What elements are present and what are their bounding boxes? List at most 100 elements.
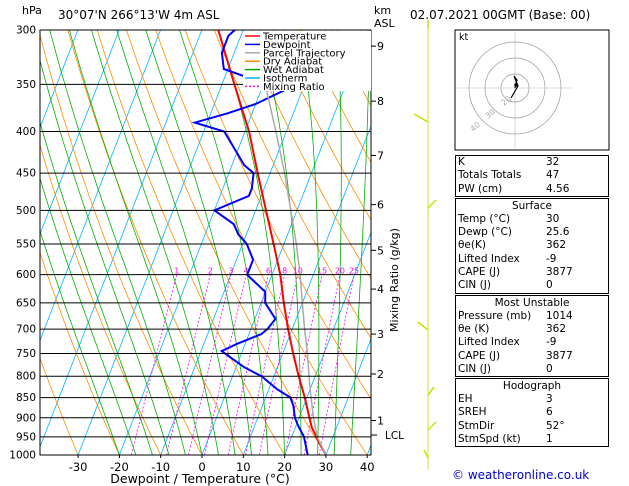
legend-entry: Mixing Ratio: [263, 82, 325, 93]
mixing-ratio-axis-label: Mixing Ratio (g/kg): [388, 228, 401, 332]
isotherm-line: [284, 231, 371, 455]
mixing-ratio-label: 2: [208, 267, 213, 276]
index-label: Lifted Index: [458, 252, 520, 265]
pressure-tick-label: 650: [16, 297, 36, 309]
km-tick-label: 9: [377, 40, 384, 53]
pressure-tick-label: 300: [16, 25, 36, 37]
index-value: 25.6: [546, 226, 570, 239]
index-label: StmDir: [458, 419, 495, 432]
hodograph-title: Hodograph: [502, 380, 562, 393]
mixing-ratio-label: 15: [317, 267, 327, 276]
pressure-tick-label: 450: [16, 168, 36, 180]
dry-adiabat-line: [67, 30, 244, 455]
isotherm-line: [77, 30, 244, 455]
hodograph-unit-label: kt: [459, 32, 469, 43]
x-axis-label: Dewpoint / Temperature (°C): [110, 471, 289, 486]
index-value: 0: [546, 279, 553, 292]
index-value: 30: [546, 212, 560, 225]
asl-label: ASL: [374, 17, 395, 30]
series-line-dewpoint: [191, 30, 309, 455]
x-tick-label: -10: [151, 460, 170, 474]
x-tick-label: 20: [277, 460, 292, 474]
most-unstable-box: Most Unstable Pressure (mb) 1014 θe (K) 36…: [455, 294, 609, 378]
most-unstable-title: Most Unstable: [494, 296, 570, 309]
index-row: K 32: [456, 156, 608, 169]
pressure-tick-label: 800: [16, 371, 36, 383]
index-label: EH: [458, 393, 473, 406]
dry-adiabat-line: [40, 357, 79, 455]
location-title: 30°07'N 266°13'W 4m ASL: [58, 8, 220, 22]
hodograph-frame: [454, 29, 610, 151]
index-row: PW (cm) 4.56: [456, 183, 608, 196]
km-tick-label: 2: [377, 368, 384, 381]
index-label: CIN (J): [458, 362, 491, 375]
dry-adiabat-line: [40, 143, 162, 455]
index-value: 6: [546, 406, 553, 419]
pressure-tick-label: 850: [16, 392, 36, 404]
x-tick-label: -30: [69, 460, 88, 474]
index-row: Totals Totals 47: [456, 169, 608, 182]
dry-adiabat-line: [155, 30, 368, 455]
index-value: 47: [546, 169, 560, 182]
isotherm-line: [119, 30, 285, 455]
dry-adiabat-line: [126, 30, 327, 455]
isotherm-line: [201, 30, 368, 455]
wet-adiabat-line: [217, 30, 285, 455]
isotherm-line: [40, 30, 203, 448]
wet-adiabat-line: [91, 30, 219, 455]
legend-entry: Dewpoint: [263, 40, 311, 51]
wind-barb-icon: [413, 113, 429, 123]
pressure-tick-label: 750: [16, 348, 36, 360]
dry-adiabat-line: [40, 33, 203, 455]
pressure-tick-label: 350: [16, 79, 36, 91]
km-label: km: [374, 4, 392, 17]
surface-title: Surface: [511, 199, 552, 212]
isotherm-line: [40, 30, 120, 236]
x-tick-label: 30: [319, 460, 334, 474]
index-row: CIN (J) 0: [456, 279, 608, 292]
wind-barb-icon: [427, 386, 435, 396]
pressure-tick-label: 600: [16, 269, 36, 281]
index-value: -9: [546, 336, 557, 349]
index-value: 362: [546, 322, 567, 335]
legend-entry: Dry Adiabat: [263, 57, 322, 68]
index-value: 32: [546, 156, 560, 168]
index-row: StmDir 52°: [456, 420, 608, 433]
index-label: SREH: [458, 406, 487, 419]
wind-barb-icon: [417, 321, 429, 331]
index-label: K: [458, 156, 465, 168]
pressure-tick-label: 700: [16, 324, 36, 336]
pressure-tick-label: 500: [16, 205, 36, 217]
plot-frame: [39, 29, 372, 456]
datetime-title: 02.07.2021 00GMT (Base: 00): [410, 8, 591, 22]
storm-motion-marker: [514, 83, 518, 87]
index-row: CIN (J) 0: [456, 363, 608, 376]
mixing-ratio-line: [188, 274, 232, 455]
km-tick-label: 1: [377, 415, 384, 428]
mixing-ratio-label: 25: [349, 267, 359, 276]
index-row: StmSpd (kt) 1: [456, 433, 608, 446]
index-row: θe (K) 362: [456, 323, 608, 336]
mixing-ratio-label: 3: [228, 267, 233, 276]
copyright-footer[interactable]: © weatheronline.co.uk: [452, 468, 590, 482]
mixing-ratio-line: [284, 274, 323, 455]
dry-adiabat-line: [96, 30, 285, 455]
indices-table: K 32 Totals Totals 47 PW (cm) 4.56 Surface …: [455, 155, 609, 448]
index-row: Temp (°C) 30: [456, 213, 608, 226]
km-tick-label: 3: [377, 328, 384, 341]
index-row: SREH 6: [456, 406, 608, 419]
wind-barb-icon: [427, 199, 437, 209]
index-value: 0: [546, 362, 553, 375]
isotherm-line: [160, 30, 327, 455]
index-value: 3877: [546, 266, 573, 279]
wet-adiabat-line: [179, 30, 269, 455]
mixing-ratio-label: 4: [244, 267, 249, 276]
wind-barb-icon: [423, 449, 429, 459]
index-value: 3: [546, 393, 553, 406]
index-row: Lifted Index -9: [456, 253, 608, 266]
pressure-tick-label: 1000: [9, 450, 36, 462]
lcl-label: LCL: [385, 430, 404, 442]
isotherm-line: [40, 30, 79, 129]
index-label: Temp (°C): [458, 212, 511, 225]
